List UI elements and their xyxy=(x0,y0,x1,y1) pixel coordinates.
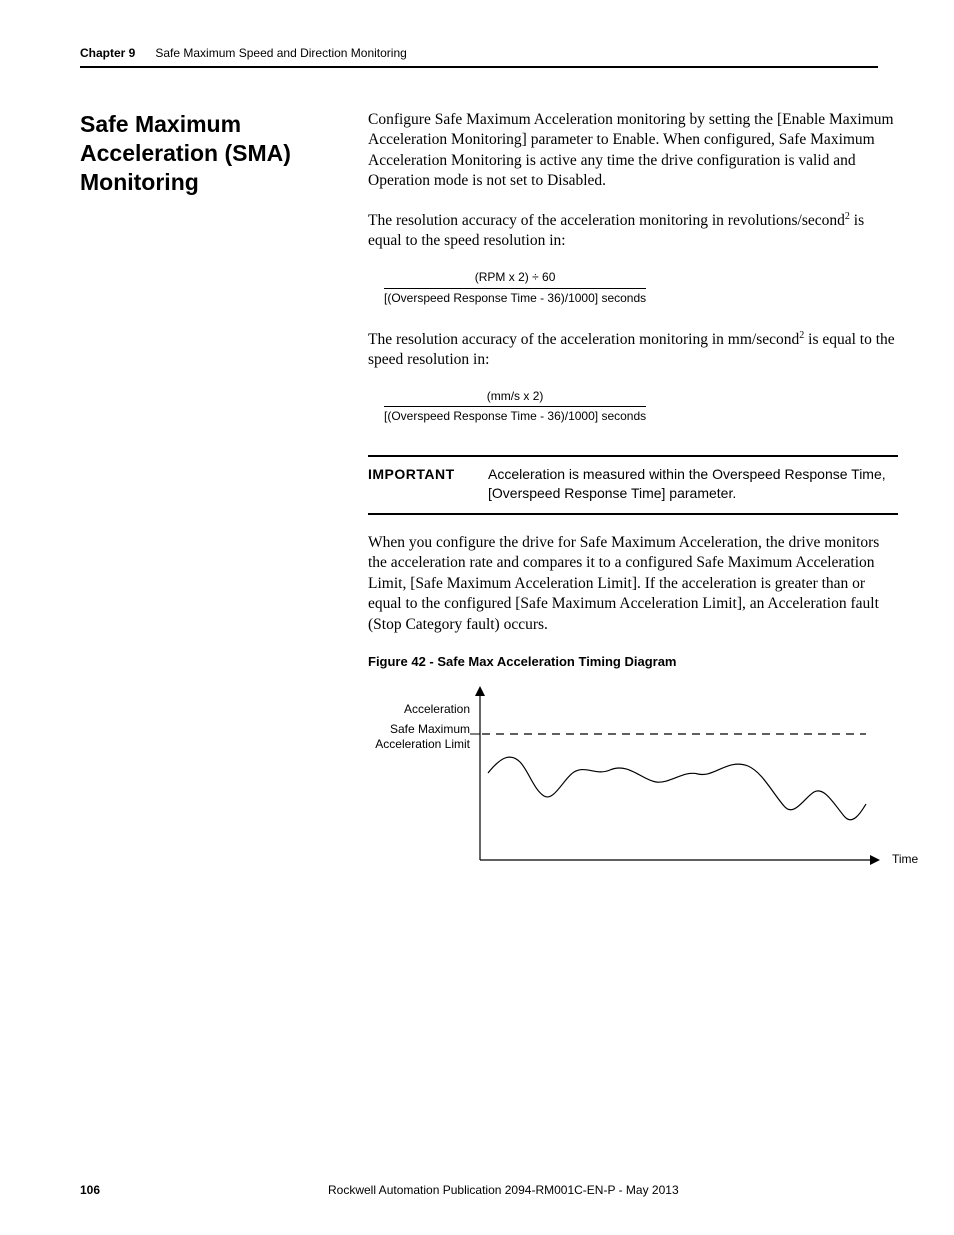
formula-mms: (mm/s x 2) [(Overspeed Response Time - 3… xyxy=(384,389,646,426)
acceleration-curve xyxy=(488,758,866,821)
x-axis-arrow-icon xyxy=(870,855,880,865)
formula-rpm-denominator: [(Overspeed Response Time - 36)/1000] se… xyxy=(384,289,646,307)
x-axis-label: Time xyxy=(892,852,918,867)
limit-label-line2: Acceleration Limit xyxy=(375,737,470,751)
paragraph-1: Configure Safe Maximum Acceleration moni… xyxy=(368,110,898,192)
chapter-number: Chapter 9 xyxy=(80,46,135,60)
formula-rpm: (RPM x 2) ÷ 60 [(Overspeed Response Time… xyxy=(384,270,646,307)
paragraph-3: The resolution accuracy of the accelerat… xyxy=(368,329,898,371)
formula-rpm-numerator: (RPM x 2) ÷ 60 xyxy=(384,270,646,289)
body-column: Configure Safe Maximum Acceleration moni… xyxy=(368,110,898,870)
formula-mms-numerator: (mm/s x 2) xyxy=(384,389,646,408)
paragraph-4: When you configure the drive for Safe Ma… xyxy=(368,533,898,635)
limit-label-line1: Safe Maximum xyxy=(390,722,470,736)
section-heading: Safe Maximum Acceleration (SMA) Monitori… xyxy=(80,110,342,870)
page-number: 106 xyxy=(80,1183,328,1197)
timing-diagram: Acceleration Safe Maximum Acceleration L… xyxy=(368,680,898,870)
important-text: Acceleration is measured within the Over… xyxy=(488,465,898,503)
important-label: IMPORTANT xyxy=(368,465,460,503)
paragraph-2-text-a: The resolution accuracy of the accelerat… xyxy=(368,212,845,229)
paragraph-2: The resolution accuracy of the accelerat… xyxy=(368,210,898,252)
y-axis-arrow-icon xyxy=(475,686,485,696)
page: Chapter 9 Safe Maximum Speed and Directi… xyxy=(0,0,954,1235)
timing-diagram-svg xyxy=(470,680,890,870)
limit-label: Safe Maximum Acceleration Limit xyxy=(375,722,470,752)
paragraph-3-text-a: The resolution accuracy of the accelerat… xyxy=(368,331,799,348)
content-area: Safe Maximum Acceleration (SMA) Monitori… xyxy=(80,110,878,870)
formula-mms-denominator: [(Overspeed Response Time - 36)/1000] se… xyxy=(384,407,646,425)
important-callout: IMPORTANT Acceleration is measured withi… xyxy=(368,455,898,515)
page-header: Chapter 9 Safe Maximum Speed and Directi… xyxy=(80,46,878,68)
y-axis-label: Acceleration xyxy=(404,702,470,717)
chapter-title: Safe Maximum Speed and Direction Monitor… xyxy=(155,46,406,60)
page-footer: 106 Rockwell Automation Publication 2094… xyxy=(80,1183,878,1197)
publication-info: Rockwell Automation Publication 2094-RM0… xyxy=(328,1183,878,1197)
figure-caption: Figure 42 - Safe Max Acceleration Timing… xyxy=(368,653,898,670)
